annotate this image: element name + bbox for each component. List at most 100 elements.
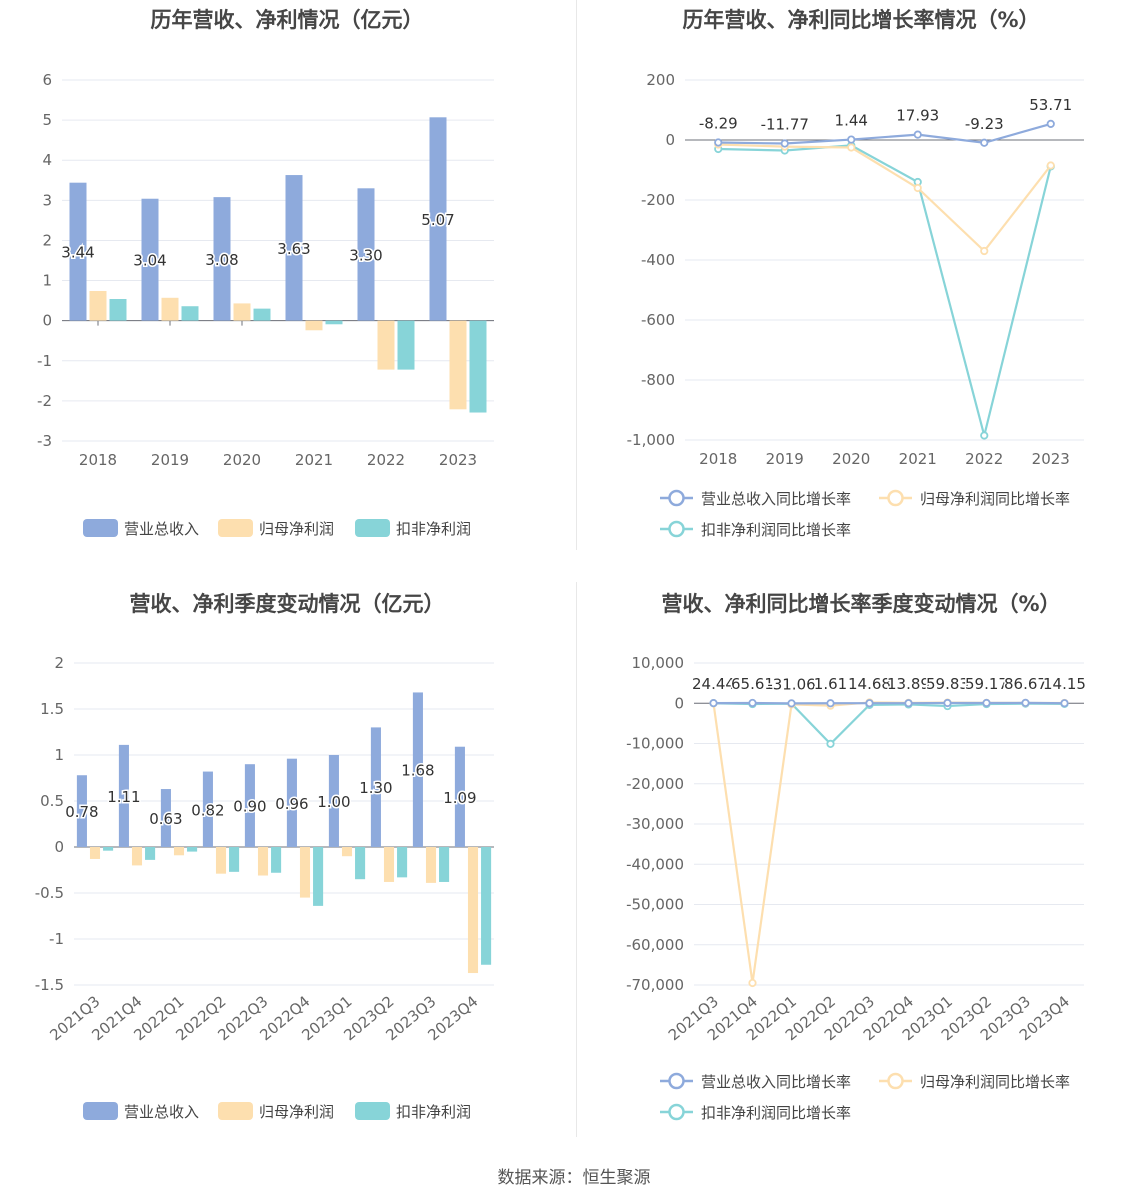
divider-bottom — [576, 582, 577, 1137]
y-tick-label: -20,000 — [626, 775, 684, 793]
data-source: 数据来源：恒生聚源 — [497, 1168, 651, 1188]
data-label: 53.71 — [1029, 96, 1072, 114]
legend-label-3: 扣非净利润 — [396, 520, 471, 538]
y-tick-label: 4 — [42, 151, 52, 169]
series-point-1 — [982, 698, 991, 708]
panel-annual-bar: 历年营收、净利情况（亿元） 6 5 4 3 2 1 0 -1 -2 -3 2018 2019 2020 2… — [0, 0, 574, 580]
data-label: 24.44 — [692, 675, 735, 693]
legend-label-1: 营业总收入 — [124, 1103, 199, 1121]
data-label: 1.61 — [814, 675, 847, 693]
x-tick-label: 2023 — [1032, 450, 1070, 468]
divider-top — [576, 0, 577, 550]
bar-1 — [286, 758, 297, 847]
bar-3 — [469, 320, 487, 413]
legend-label-2: 归母净利润 — [259, 1103, 334, 1121]
data-label: 1.44 — [835, 112, 868, 130]
data-label: 14.68 — [848, 675, 891, 693]
series-point-1 — [904, 699, 913, 708]
x-tick-label: 2019 — [151, 451, 189, 469]
x-tick-label: 2022 — [367, 451, 405, 469]
series-point-1 — [1060, 699, 1069, 708]
series-point-2 — [1046, 161, 1055, 170]
y-tick-label: 5 — [42, 111, 52, 129]
bar-1 — [285, 175, 303, 321]
bar-1 — [328, 755, 339, 847]
data-label: 13.89 — [887, 675, 930, 693]
y-tick-label: 0 — [674, 694, 684, 712]
bar-3 — [397, 320, 415, 370]
bar-3 — [325, 320, 343, 325]
y-tick-label: 1.5 — [40, 700, 64, 718]
series-point-1 — [748, 698, 757, 708]
y-tick-label: 3 — [42, 191, 52, 209]
panel-annual-line: 历年营收、净利同比增长率情况（%） 200 0 -200 -400 -600 -800 -1… — [574, 0, 1148, 580]
panel-quarter-bar: 营收、净利季度变动情况（亿元） 2 1.5 1 0.5 0 -0.5 -1 -1.5 2021Q… — [0, 582, 574, 1162]
legend-label-1: 营业总收入同比增长率 — [701, 490, 851, 508]
series-line-2 — [712, 701, 1065, 984]
data-label: 5.07 — [421, 211, 454, 229]
y-tick-label: 1 — [42, 272, 52, 290]
bar-2 — [89, 847, 101, 859]
y-tick-label: -1.5 — [35, 976, 64, 994]
y-tick-label: -1 — [37, 352, 52, 370]
legend-swatch-2 — [218, 1102, 253, 1120]
series-point-2 — [847, 143, 856, 152]
series-point-1 — [826, 699, 835, 708]
data-label: 0.63 — [149, 810, 182, 828]
bar-3 — [397, 847, 408, 878]
quarter-line-chart: 10,000 0 -10,000 -20,000 -30,000 -40,000 -50,0… — [626, 654, 1087, 1122]
y-tick-label: 0.5 — [40, 792, 64, 810]
data-label: 3.63 — [277, 240, 310, 258]
bar-2 — [173, 847, 185, 856]
legend-label-2: 归母净利润同比增长率 — [920, 490, 1070, 508]
bar-3 — [481, 847, 492, 965]
data-label: 86.67 — [1004, 675, 1047, 693]
y-tick-label: 0 — [42, 312, 52, 330]
series-point-1 — [714, 138, 723, 147]
data-label: -11.77 — [761, 116, 809, 134]
series-point-2 — [980, 246, 989, 256]
y-tick-label: -40,000 — [626, 855, 684, 873]
y-tick-label: -70,000 — [626, 976, 684, 994]
data-label: 3.04 — [133, 252, 166, 270]
bar-3 — [271, 847, 282, 873]
series-line-1 — [718, 122, 1052, 145]
bar-2 — [299, 847, 311, 898]
series-point-1 — [780, 139, 789, 148]
y-tick-label: -10,000 — [626, 735, 684, 753]
y-tick-label: -800 — [641, 371, 675, 389]
series-line-2 — [718, 143, 1052, 253]
series-point-3 — [826, 739, 835, 749]
bar-2 — [449, 320, 467, 410]
legend-marker-1 — [668, 1072, 685, 1090]
data-label: 1.09 — [443, 789, 476, 807]
y-tick-label: 1 — [54, 746, 64, 764]
data-label: 14.15 — [1043, 675, 1086, 693]
bar-1 — [429, 117, 447, 321]
legend-label-2: 归母净利润同比增长率 — [920, 1073, 1070, 1091]
quarter-bar-title: 营收、净利季度变动情况（亿元） — [129, 592, 445, 616]
bar-2 — [161, 297, 179, 321]
data-label: -9.23 — [965, 115, 1004, 133]
y-tick-label: 2 — [42, 231, 52, 249]
bar-2 — [383, 847, 395, 882]
bar-1 — [202, 771, 213, 847]
bar-1 — [244, 764, 255, 847]
legend-swatch-3 — [355, 519, 390, 537]
data-label: 59.17 — [965, 675, 1008, 693]
series-point-1 — [913, 130, 922, 139]
series-point-1 — [787, 699, 796, 708]
bar-2 — [425, 847, 437, 883]
y-tick-label: 6 — [42, 71, 52, 89]
y-tick-label: 200 — [646, 71, 675, 89]
data-label: 1.11 — [107, 788, 140, 806]
bar-1 — [357, 188, 375, 321]
bar-3 — [187, 847, 198, 852]
y-tick-label: -0.5 — [35, 884, 64, 902]
bar-1 — [412, 692, 423, 847]
bar-3 — [181, 306, 199, 321]
bar-1 — [213, 197, 231, 321]
annual-bar-chart: 6 5 4 3 2 1 0 -1 -2 -3 2018 2019 2020 2021 2022 2023 3.4… — [37, 71, 494, 538]
data-label: 3.30 — [349, 246, 382, 264]
series-line-3 — [713, 702, 1065, 746]
